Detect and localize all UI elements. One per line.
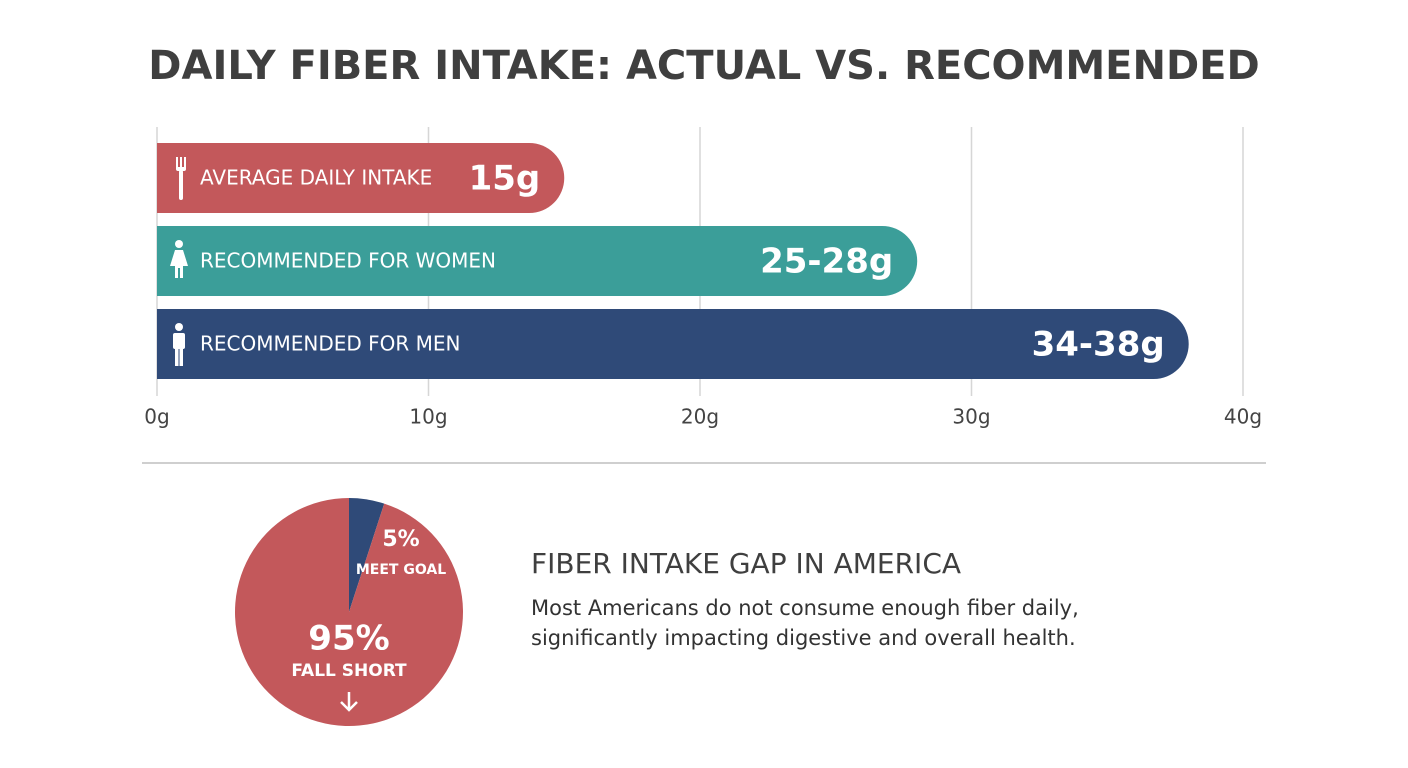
pie-category-label: MEET GOAL xyxy=(356,562,446,578)
pie-value-label: 95% xyxy=(308,619,389,659)
man-icon xyxy=(173,323,185,366)
bar-label: RECOMMENDED FOR MEN xyxy=(200,332,461,356)
bar xyxy=(157,226,918,296)
pie-slice xyxy=(234,498,463,727)
pie: 5% MEET GOAL 95%FALL SHORT xyxy=(234,498,463,727)
pie-category-label: FALL SHORT xyxy=(291,661,407,681)
fork-icon xyxy=(176,157,186,200)
down-arrow xyxy=(340,692,358,712)
x-tick-label: 10g xyxy=(409,405,447,429)
bar-label: RECOMMENDED FOR WOMEN xyxy=(200,249,496,273)
x-tick-label: 20g xyxy=(681,405,719,429)
value-label: 15g xyxy=(469,159,541,199)
x-tick-label: 30g xyxy=(952,405,990,429)
bars: AVERAGE DAILY INTAKE 15g RECOMMENDED FOR W… xyxy=(157,143,1189,379)
chart-title: DAILY FIBER INTAKE: ACTUAL VS. RECOMMEND… xyxy=(148,43,1259,89)
info-heading: FIBER INTAKE GAP IN AMERICA xyxy=(531,547,961,580)
value-label: 25-28g xyxy=(760,242,893,282)
bar-label: AVERAGE DAILY INTAKE xyxy=(200,166,432,190)
bar xyxy=(157,143,565,213)
woman-icon xyxy=(170,240,188,278)
info-body: Most Americans do not consume enough fib… xyxy=(531,596,1079,620)
pie-slice xyxy=(349,498,385,612)
x-tick-label: 40g xyxy=(1224,405,1262,429)
value-label: 34-38g xyxy=(1032,325,1165,365)
pie-value-label: 5% xyxy=(382,527,419,552)
bar xyxy=(157,309,1189,379)
x-tick-label: 0g xyxy=(144,405,169,429)
info-body: significantly impacting digestive and ov… xyxy=(531,626,1076,650)
